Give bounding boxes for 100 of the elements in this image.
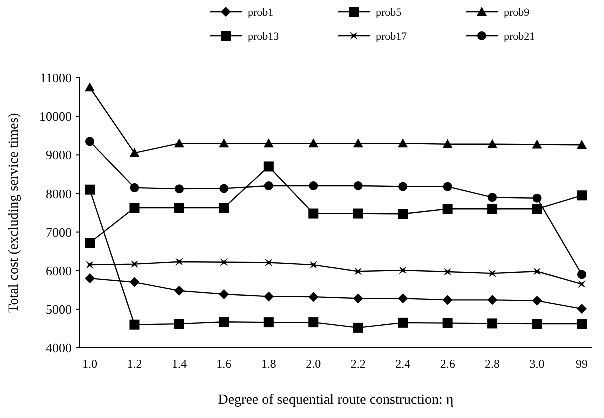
point (442, 139, 453, 148)
point (442, 204, 453, 214)
point (264, 182, 274, 190)
point (265, 258, 273, 267)
point (130, 260, 139, 268)
legend-label: prob9 (504, 6, 530, 19)
point (308, 318, 319, 328)
point (353, 208, 364, 219)
legend-label: prob1 (248, 6, 274, 19)
point (578, 280, 586, 288)
legend-label: prob17 (376, 30, 408, 43)
point (309, 182, 318, 190)
point (219, 202, 230, 213)
point (264, 162, 274, 172)
point (443, 182, 452, 192)
point (264, 318, 274, 328)
point (353, 294, 364, 304)
point (399, 266, 407, 274)
point (444, 268, 452, 276)
legend-label: prob21 (504, 30, 536, 43)
point (398, 294, 408, 304)
point (353, 138, 364, 148)
x-axis-title: Degree of sequential route construction: η (218, 393, 454, 408)
point (353, 322, 364, 333)
point (532, 296, 542, 306)
point (130, 277, 140, 288)
point (532, 204, 542, 214)
y-tick-label: 6000 (46, 263, 72, 278)
legend-label: prob13 (248, 30, 280, 43)
y-tick-label: 10000 (40, 109, 72, 124)
x-tick-label: 1.8 (261, 357, 276, 371)
point (130, 183, 140, 192)
point (308, 292, 319, 302)
x-tick-label: 1.6 (216, 357, 232, 371)
point (442, 295, 453, 306)
point (85, 184, 95, 195)
point (264, 138, 274, 148)
y-tick-label: 7000 (46, 224, 72, 240)
point (578, 270, 586, 280)
point (174, 202, 184, 213)
point (577, 304, 587, 314)
y-axis-title: Total cost (excluding service times) (7, 112, 22, 313)
point (442, 318, 453, 328)
point (85, 82, 95, 92)
point (174, 319, 184, 330)
point (577, 140, 587, 150)
point (86, 261, 94, 269)
y-tick-label: 5000 (46, 302, 72, 317)
point (310, 261, 318, 269)
y-tick-label: 9000 (46, 148, 72, 163)
y-tick-label: 11000 (40, 70, 72, 86)
point (219, 138, 230, 148)
point (176, 258, 184, 266)
point (488, 295, 498, 306)
point (264, 292, 274, 302)
point (488, 204, 498, 214)
point (488, 139, 498, 148)
point (174, 286, 184, 296)
point (354, 182, 363, 190)
point (488, 318, 498, 329)
point (354, 268, 362, 276)
x-tick-label: 99 (576, 357, 588, 371)
x-tick-label: 2.4 (396, 357, 411, 371)
point (398, 138, 408, 148)
point (308, 208, 319, 219)
point (488, 193, 498, 202)
y-tick-label: 8000 (46, 186, 72, 202)
x-tick-label: 2.8 (485, 357, 500, 371)
point (85, 274, 95, 284)
point (219, 289, 230, 300)
point (85, 238, 95, 248)
x-tick-label: 2.6 (440, 357, 456, 371)
y-tick-label: 4000 (46, 340, 72, 356)
point (577, 190, 587, 201)
point (130, 320, 140, 330)
point (308, 138, 319, 148)
point (488, 270, 496, 278)
point (219, 317, 230, 328)
legend-label: prob5 (376, 6, 402, 19)
x-tick-label: 3.0 (530, 357, 545, 371)
point (174, 138, 184, 148)
x-tick-label: 2.2 (350, 357, 366, 371)
x-tick-label: 1.2 (127, 357, 142, 371)
point (86, 137, 94, 146)
x-tick-label: 2.0 (306, 357, 322, 371)
point (130, 148, 140, 158)
point (533, 268, 542, 276)
x-tick-label: 1.4 (172, 357, 187, 371)
x-tick-label: 1.0 (82, 357, 98, 371)
point (398, 209, 408, 220)
point (577, 319, 587, 330)
point (398, 318, 408, 328)
point (532, 140, 542, 149)
point (532, 319, 542, 330)
point (130, 202, 140, 213)
point (398, 182, 408, 192)
point (220, 184, 229, 194)
point (532, 194, 542, 203)
point (220, 258, 228, 266)
point (174, 184, 184, 194)
